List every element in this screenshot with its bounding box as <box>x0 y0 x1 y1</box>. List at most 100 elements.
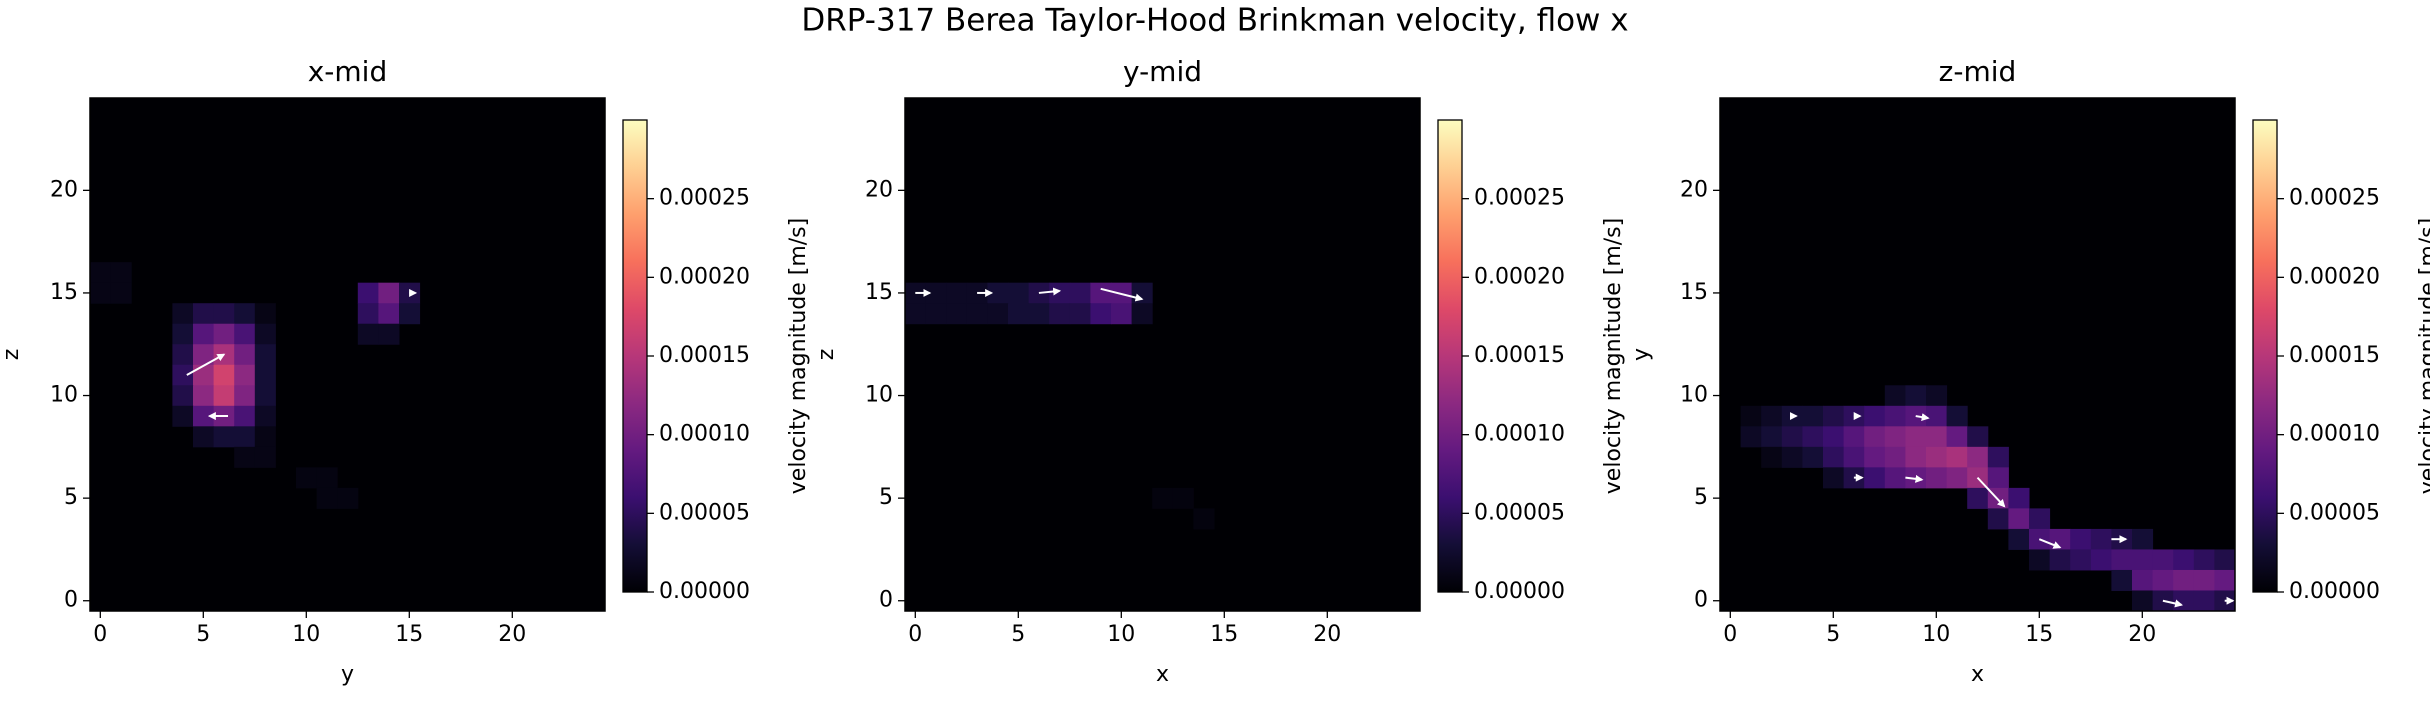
heatmap-cell <box>1069 282 1091 304</box>
heatmap-cell <box>1823 467 1845 489</box>
heatmap-cell <box>2008 487 2030 509</box>
colorbar-tick-label: 0.00005 <box>659 500 750 525</box>
colorbar-tick-label: 0.00015 <box>1474 343 1565 368</box>
colorbar-label: velocity magnitude [m/s] <box>786 218 811 494</box>
heatmap-cell <box>1008 282 1030 304</box>
heatmap-cell <box>1740 426 1762 448</box>
y-tick-label: 15 <box>865 280 893 305</box>
x-tick-label: 5 <box>1826 622 1840 647</box>
heatmap-cell <box>193 303 215 325</box>
colorbar-tick-label: 0.00015 <box>2289 343 2380 368</box>
heatmap-cell <box>1946 405 1968 427</box>
heatmap-cell <box>1802 446 1824 468</box>
heatmap-cell <box>946 282 968 304</box>
heatmap-cell <box>2029 508 2051 530</box>
y-axis-label: z <box>814 349 839 361</box>
heatmap-cell <box>213 364 235 386</box>
heatmap-cell <box>234 364 256 386</box>
colorbar <box>1437 119 1463 593</box>
heatmap-cell <box>193 385 215 407</box>
heatmap-cell <box>2132 528 2154 550</box>
heatmap-cell <box>254 426 276 448</box>
heatmap-cell <box>1131 282 1153 304</box>
colorbar-tick-label: 0.00025 <box>1474 186 1565 211</box>
heatmap-cell <box>1946 446 1968 468</box>
heatmap-cell <box>337 487 359 509</box>
heatmap-cell <box>1069 303 1091 325</box>
heatmap-cell <box>172 344 194 366</box>
colorbar-tick-label: 0.00005 <box>1474 500 1565 525</box>
heatmap-cell <box>1967 487 1989 509</box>
heatmap-cell <box>254 303 276 325</box>
panel-title: y-mid <box>1123 55 1202 88</box>
heatmap-cell <box>1967 446 1989 468</box>
colorbar-tick-label: 0.00020 <box>2289 264 2380 289</box>
heatmap-cell <box>1946 467 1968 489</box>
heatmap-cell <box>234 344 256 366</box>
heatmap-cell <box>316 487 338 509</box>
heatmap-cell <box>905 303 927 325</box>
heatmap-cell <box>2132 590 2154 612</box>
heatmap-cell <box>1905 446 1927 468</box>
heatmap-cell <box>925 282 947 304</box>
colorbar <box>622 119 648 593</box>
heatmap-cell <box>2049 528 2071 550</box>
x-tick-label: 5 <box>196 622 210 647</box>
heatmap-cell <box>1884 385 1906 407</box>
colorbar-tick-label: 0.00020 <box>1474 264 1565 289</box>
heatmap-cell <box>1926 426 1948 448</box>
heatmap-cell <box>213 323 235 345</box>
heatmap-cell <box>2111 569 2133 591</box>
heatmap-cell <box>1843 426 1865 448</box>
heatmap-cell <box>1090 282 1112 304</box>
heatmap-cell <box>1172 487 1194 509</box>
heatmap-cell <box>2008 528 2030 550</box>
heatmap-cell <box>1905 426 1927 448</box>
heatmap-cell <box>987 303 1009 325</box>
heatmap-cell <box>296 467 318 489</box>
heatmap-cell <box>378 323 400 345</box>
heatmap-cell <box>1802 405 1824 427</box>
x-tick-label: 0 <box>1723 622 1737 647</box>
x-tick-label: 15 <box>1210 622 1238 647</box>
plot-frame <box>89 97 606 612</box>
velocity-arrow <box>2038 538 2062 549</box>
heatmap-cell <box>193 323 215 345</box>
plot-frame <box>1719 97 2236 612</box>
colorbar-tick-label: 0.00010 <box>1474 422 1565 447</box>
x-axis-label: y <box>341 662 354 687</box>
heatmap-cell <box>1864 405 1886 427</box>
heatmap-cell <box>1926 385 1948 407</box>
x-axis-label: x <box>1156 662 1169 687</box>
heatmap-cell <box>1864 446 1886 468</box>
heatmap-cell <box>399 303 421 325</box>
heatmap-cell <box>1884 426 1906 448</box>
colorbar-tick-label: 0.00000 <box>1474 579 1565 604</box>
y-tick-label: 20 <box>50 177 78 202</box>
heatmap-cell <box>1843 446 1865 468</box>
colorbar-tick-label: 0.00015 <box>659 343 750 368</box>
plot-frame <box>904 97 1421 612</box>
velocity-arrow <box>1915 413 1930 422</box>
y-tick-label: 15 <box>1680 280 1708 305</box>
heatmap-cell <box>1781 426 1803 448</box>
heatmap-cell <box>234 303 256 325</box>
heatmap-cell <box>2111 549 2133 571</box>
heatmap-cell <box>1864 467 1886 489</box>
heatmap-cell <box>254 385 276 407</box>
heatmap-cell <box>1946 426 1968 448</box>
heatmap-cell <box>1049 282 1071 304</box>
heatmap-cell <box>193 405 215 427</box>
heatmap-cell <box>378 282 400 304</box>
y-tick-label: 0 <box>64 588 78 613</box>
colorbar-tick-label: 0.00000 <box>2289 579 2380 604</box>
heatmap-cell <box>1761 446 1783 468</box>
x-tick-label: 20 <box>498 622 526 647</box>
heatmap-cell <box>1905 385 1927 407</box>
x-tick-label: 20 <box>2128 622 2156 647</box>
x-tick-label: 15 <box>2025 622 2053 647</box>
heatmap-cell <box>987 282 1009 304</box>
heatmap-cell <box>1090 303 1112 325</box>
heatmap-cell <box>357 323 379 345</box>
y-tick-label: 10 <box>1680 383 1708 408</box>
